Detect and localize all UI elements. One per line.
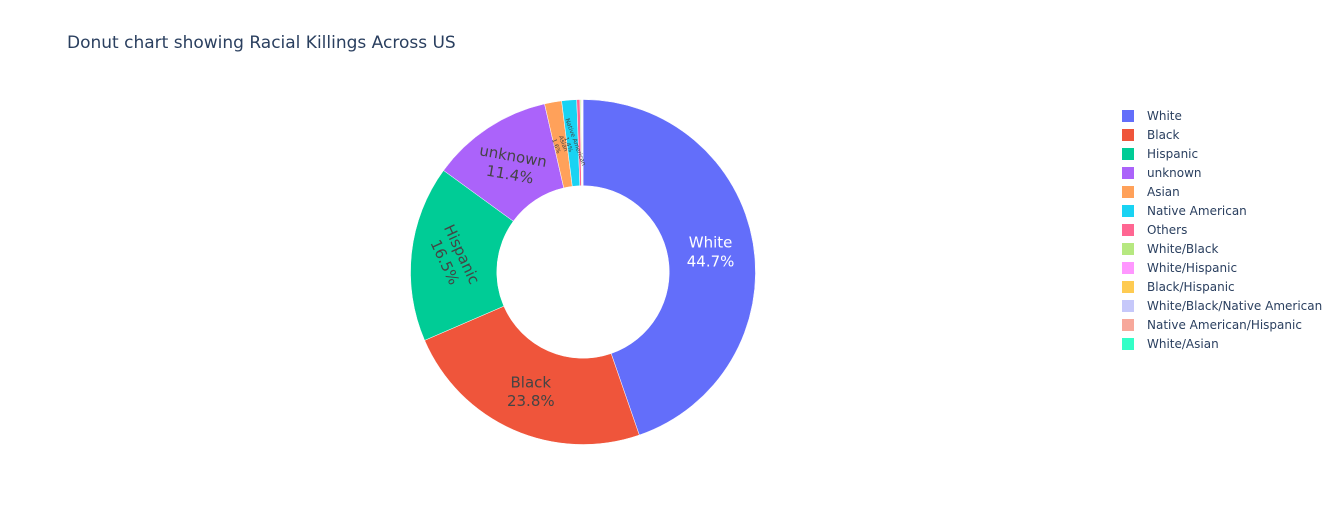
legend-item-black[interactable]: Black bbox=[1120, 125, 1335, 144]
legend-label: White bbox=[1147, 108, 1182, 123]
slice-black[interactable] bbox=[424, 305, 640, 445]
legend-label: White/Black/Native American bbox=[1147, 298, 1323, 313]
legend-swatch bbox=[1122, 147, 1134, 160]
legend-item-white[interactable]: White bbox=[1120, 106, 1335, 125]
legend-swatch bbox=[1122, 337, 1134, 350]
legend-label: unknown bbox=[1147, 165, 1202, 180]
legend-swatch bbox=[1122, 128, 1134, 141]
legend-label: White/Black bbox=[1147, 241, 1219, 256]
legend-swatch bbox=[1122, 280, 1134, 293]
slice-percent-label: 44.7% bbox=[687, 252, 735, 270]
legend-label: Black/Hispanic bbox=[1147, 279, 1235, 294]
slice-percent-label: 1.4% bbox=[562, 136, 574, 153]
legend-swatch bbox=[1122, 109, 1134, 122]
legend-swatch bbox=[1122, 261, 1134, 274]
legend-item-black-hispanic[interactable]: Black/Hispanic bbox=[1120, 277, 1335, 296]
legend-swatch bbox=[1122, 166, 1134, 179]
legend-swatch bbox=[1122, 204, 1134, 217]
legend-swatch bbox=[1122, 318, 1134, 331]
legend-item-native-american[interactable]: Native American bbox=[1120, 201, 1335, 220]
legend-label: Black bbox=[1147, 127, 1180, 142]
slice-white[interactable] bbox=[582, 99, 756, 436]
legend: White Black Hispanic unknown Asian Native Ame… bbox=[1120, 106, 1335, 353]
slice-category-label: Black bbox=[510, 373, 551, 391]
legend-swatch bbox=[1122, 299, 1134, 312]
legend-item-white-asian[interactable]: White/Asian bbox=[1120, 334, 1335, 353]
legend-item-others[interactable]: Others bbox=[1120, 220, 1335, 239]
slice-percent-label: 23.8% bbox=[507, 392, 555, 410]
legend-item-white-black[interactable]: White/Black bbox=[1120, 239, 1335, 258]
legend-label: Hispanic bbox=[1147, 146, 1199, 161]
slice-hispanic[interactable] bbox=[410, 170, 514, 341]
chart-title: Donut chart showing Racial Killings Acro… bbox=[67, 33, 456, 53]
legend-item-white-hispanic[interactable]: White/Hispanic bbox=[1120, 258, 1335, 277]
legend-item-hispanic[interactable]: Hispanic bbox=[1120, 144, 1335, 163]
legend-swatch bbox=[1122, 223, 1134, 236]
slice-category-label: White bbox=[689, 234, 733, 252]
legend-label: Native American/Hispanic bbox=[1147, 317, 1302, 332]
slice-percent-label: 1.6% bbox=[550, 138, 562, 155]
legend-item-asian[interactable]: Asian bbox=[1120, 182, 1335, 201]
legend-swatch bbox=[1122, 242, 1134, 255]
legend-swatch bbox=[1122, 185, 1134, 198]
legend-label: Others bbox=[1147, 222, 1188, 237]
legend-label: Native American bbox=[1147, 203, 1247, 218]
legend-item-white-black-native-american[interactable]: White/Black/Native American bbox=[1120, 296, 1335, 315]
legend-item-unknown[interactable]: unknown bbox=[1120, 163, 1335, 182]
legend-label: White/Asian bbox=[1147, 336, 1219, 351]
legend-label: White/Hispanic bbox=[1147, 260, 1238, 275]
legend-item-native-american-hispanic[interactable]: Native American/Hispanic bbox=[1120, 315, 1335, 334]
legend-label: Asian bbox=[1147, 184, 1180, 199]
